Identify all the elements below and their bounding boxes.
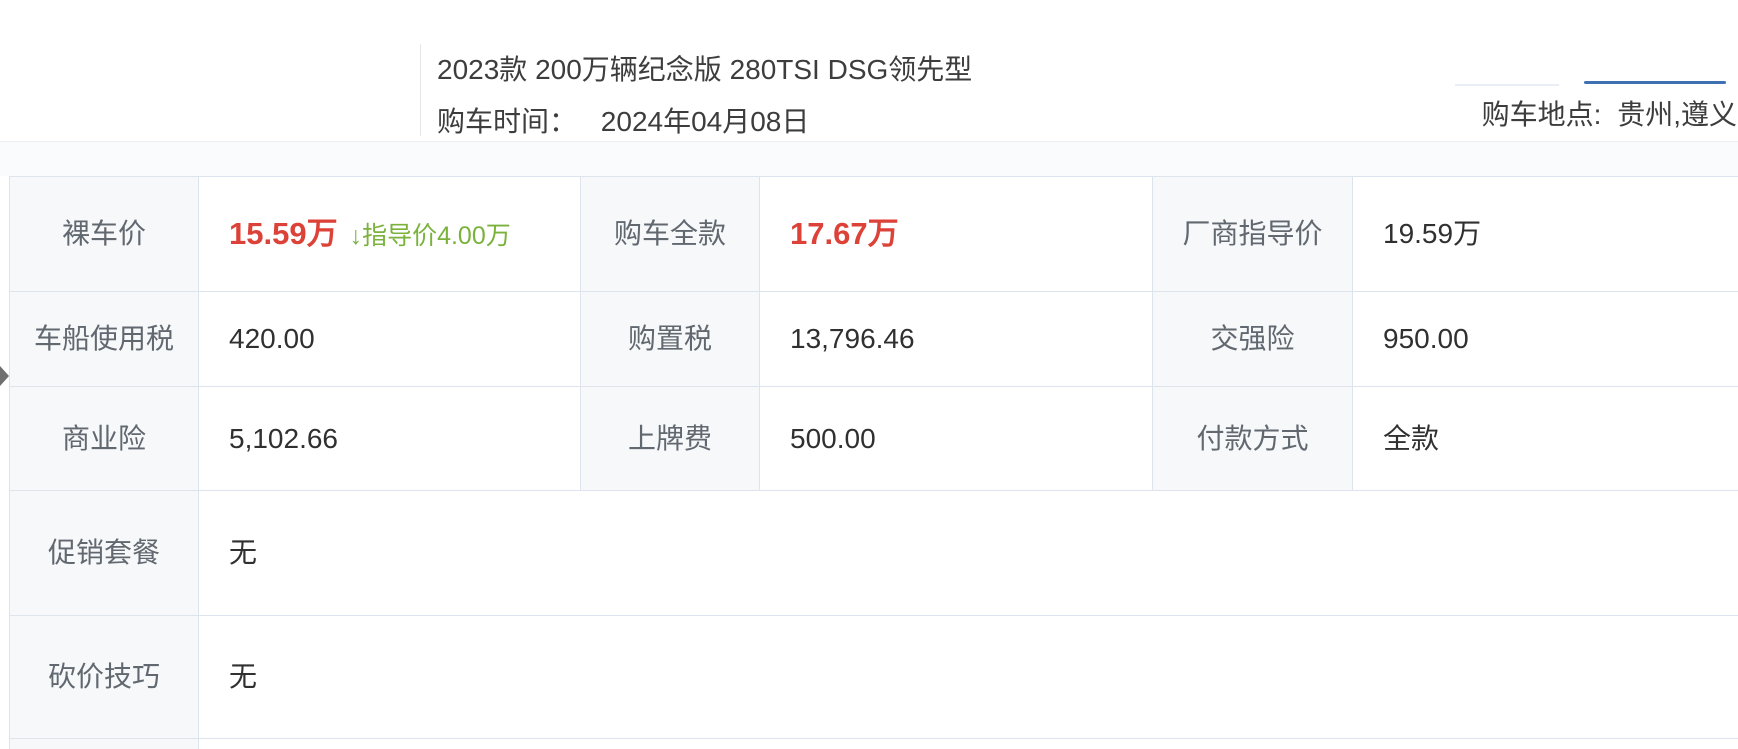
bargaining-tips-label: 砍价技巧 [10, 616, 199, 738]
active-tab-underline [1584, 81, 1726, 84]
table-row [10, 739, 1738, 749]
purchase-time-value: 2024年04月08日 [600, 106, 810, 137]
table-row: 裸车价 15.59万 ↓指导价4.00万 购车全款 17.67万 厂商指导价 19.59万 [10, 177, 1738, 292]
compulsory-insurance-label: 交强险 [1153, 292, 1353, 386]
payment-method-label: 付款方式 [1153, 387, 1353, 490]
purchase-location: 购车地点: 贵州,遵义 [1482, 93, 1737, 133]
purchase-time-label: 购车时间： [437, 106, 578, 137]
purchase-tax-label: 购置税 [581, 292, 760, 386]
table-row: 促销套餐无 [10, 491, 1738, 616]
bare-car-price-label: 裸车价 [10, 177, 199, 291]
promotion-package-label: 促销套餐 [10, 491, 199, 615]
promotion-package-value: 无 [199, 491, 1738, 615]
msrp-value: 19.59万 [1353, 177, 1738, 291]
expand-sidebar-arrow-icon[interactable] [0, 366, 9, 386]
registration-fee-amount: 500.00 [790, 423, 876, 454]
commercial-insurance-label: 商业险 [10, 387, 199, 490]
price-table: 裸车价 15.59万 ↓指导价4.00万 购车全款 17.67万 厂商指导价 19.59万车… [9, 176, 1738, 749]
registration-fee-value: 500.00 [760, 387, 1153, 490]
msrp-amount: 19.59万 [1383, 218, 1482, 249]
total-payment-label: 购车全款 [581, 177, 760, 291]
purchase-time: 购车时间： 2024年04月08日 [437, 100, 809, 140]
commercial-insurance-amount: 5,102.66 [229, 423, 338, 454]
total-payment-value: 17.67万 [760, 177, 1153, 291]
vehicle-vessel-tax-value: 420.00 [199, 292, 581, 386]
bare-car-price-discount: ↓指导价4.00万 [349, 222, 511, 250]
car-trim-title: 2023款 200万辆纪念版 280TSI DSG领先型 [437, 54, 973, 85]
msrp-label: 厂商指导价 [1153, 177, 1353, 291]
compulsory-insurance-amount: 950.00 [1383, 323, 1469, 354]
payment-method-value: 全款 [1353, 387, 1738, 490]
section-separator [0, 141, 1738, 176]
bargaining-tips-value: 无 [199, 616, 1738, 738]
registration-fee-label: 上牌费 [581, 387, 760, 490]
purchase-tax-value: 13,796.46 [760, 292, 1153, 386]
purchase-tax-amount: 13,796.46 [790, 323, 915, 354]
promotion-package-amount: 无 [229, 537, 258, 568]
compulsory-insurance-value: 950.00 [1353, 292, 1738, 386]
total-payment-amount: 17.67万 [790, 216, 899, 251]
header-divider [420, 44, 421, 136]
vehicle-vessel-tax-amount: 420.00 [229, 323, 315, 354]
payment-method-amount: 全款 [1383, 423, 1440, 454]
bargaining-tips-amount: 无 [229, 661, 258, 692]
vehicle-vessel-tax-label: 车船使用税 [10, 292, 199, 386]
inactive-tab-underline [1455, 84, 1559, 86]
table-row: 砍价技巧无 [10, 616, 1738, 739]
commercial-insurance-value: 5,102.66 [199, 387, 581, 490]
next-row-cutoff-value [199, 739, 1738, 749]
table-row: 车船使用税 420.00 购置税 13,796.46 交强险 950.00 [10, 292, 1738, 387]
next-row-cutoff-label [10, 739, 199, 749]
table-row: 商业险 5,102.66 上牌费 500.00 付款方式 全款 [10, 387, 1738, 491]
purchase-location-label: 购车地点: [1481, 99, 1602, 130]
purchase-location-value: 贵州,遵义 [1617, 99, 1737, 130]
bare-car-price-amount: 15.59万 [229, 216, 338, 251]
bare-car-price-value: 15.59万 ↓指导价4.00万 [199, 177, 581, 291]
